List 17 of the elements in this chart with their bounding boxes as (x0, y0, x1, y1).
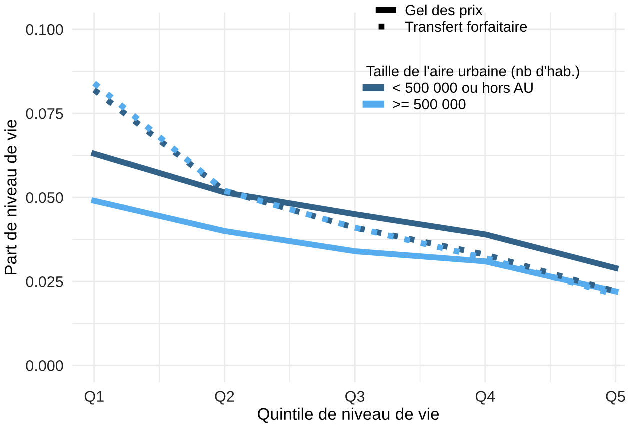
x-axis-title: Quintile de niveau de vie (258, 408, 440, 424)
x-tick-label: Q3 (346, 391, 365, 405)
annotation: Transfert forfaitaire (405, 21, 528, 32)
y-tick-label: 0.075 (26, 108, 64, 120)
x-tick-label: Q4 (476, 391, 496, 405)
legend-label: >= 500 000 (393, 99, 466, 110)
legend-label: < 500 000 ou hors AU (393, 82, 533, 94)
y-tick-label: 0.000 (26, 360, 64, 372)
y-tick-label: 0.100 (26, 24, 64, 36)
y-tick-label: 0.050 (26, 192, 64, 204)
y-axis-title: Part de niveau de vie (4, 120, 17, 275)
x-tick-label: Q1 (84, 391, 104, 405)
legend-title: Taille de l'aire urbaine (nb d'hab.) (366, 66, 580, 80)
annotation: Gel des prix (406, 4, 483, 18)
x-tick-label: Q2 (215, 391, 234, 405)
y-tick-label: 0.025 (26, 276, 64, 288)
x-tick-label: Q5 (606, 391, 626, 405)
